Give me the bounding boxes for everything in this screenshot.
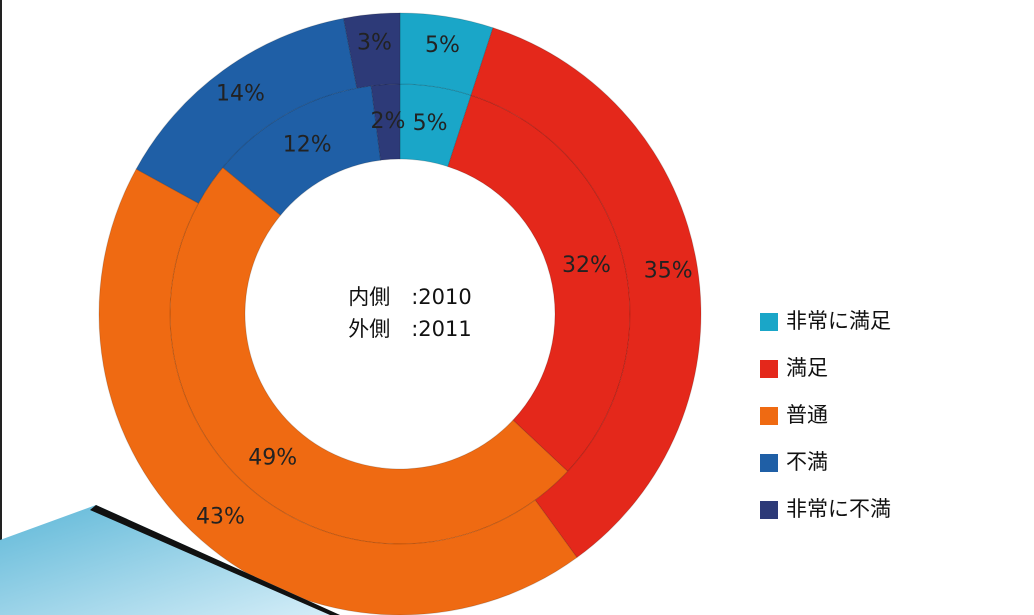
data-label: 32% — [562, 253, 611, 278]
annotation: 内側 :2010 — [348, 285, 472, 309]
data-label: 5% — [413, 111, 448, 136]
ring-segment — [399, 12, 494, 96]
data-label: 5% — [425, 33, 460, 58]
ring-segment — [98, 168, 578, 615]
data-label: 3% — [357, 31, 392, 56]
ring-segment — [169, 166, 569, 545]
decor-arrow-edge — [90, 505, 340, 615]
data-label: 12% — [283, 132, 332, 157]
ring-segment — [370, 83, 401, 161]
decor-arrow — [0, 505, 340, 615]
data-label: 43% — [196, 505, 245, 530]
legend-label: 普通 — [786, 403, 828, 427]
ring-segment — [470, 27, 702, 559]
data-label: 49% — [248, 445, 297, 470]
legend-swatch — [760, 501, 778, 519]
ring-segment — [343, 12, 401, 89]
legend-swatch — [760, 313, 778, 331]
legend-label: 非常に不満 — [786, 497, 891, 521]
legend-label: 不満 — [786, 450, 828, 474]
rings — [98, 12, 702, 615]
data-label: 35% — [644, 259, 693, 284]
data-label: 14% — [216, 81, 265, 106]
ring-segment — [135, 17, 358, 204]
data-label: 2% — [370, 109, 405, 134]
legend-label: 満足 — [786, 356, 828, 380]
legend-swatch — [760, 407, 778, 425]
legend-swatch — [760, 454, 778, 472]
annotation: 外側 :2011 — [348, 317, 472, 341]
legend-label: 非常に満足 — [786, 309, 891, 333]
legend-swatch — [760, 360, 778, 378]
